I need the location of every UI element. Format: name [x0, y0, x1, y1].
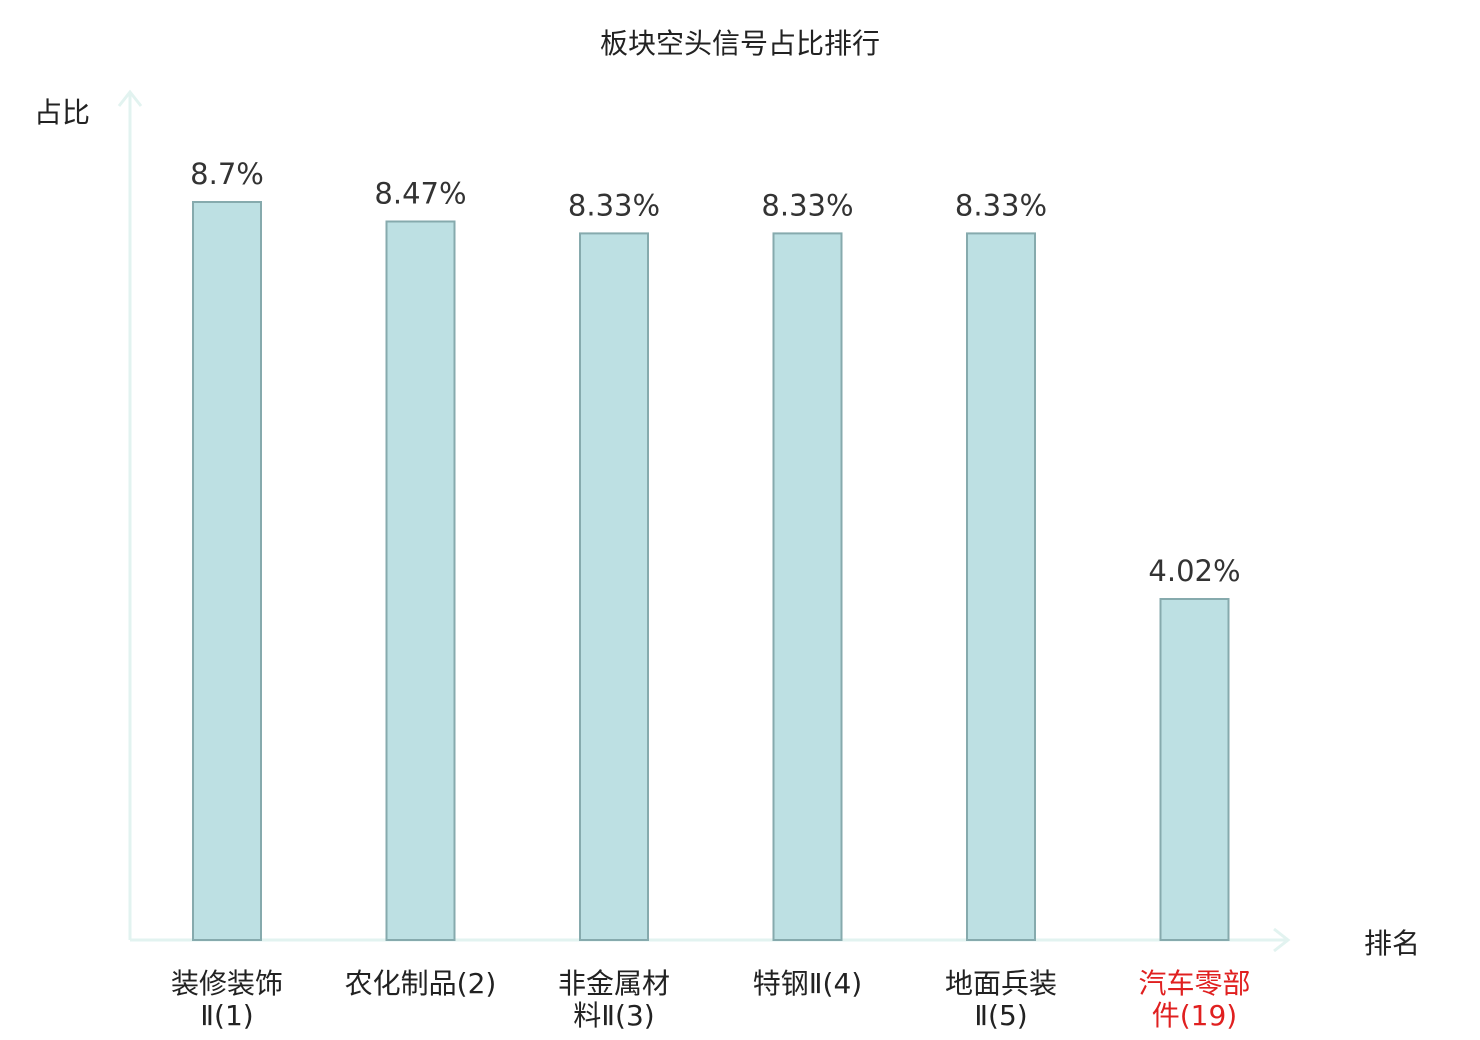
- value-label-1: 8.7%: [190, 157, 264, 191]
- value-label-4: 8.33%: [761, 188, 853, 222]
- value-label-3: 8.33%: [568, 188, 660, 222]
- bar-3: [579, 232, 649, 941]
- category-label-line: Ⅱ(5): [974, 999, 1027, 1032]
- category-labels-group: 装修装饰 Ⅱ(1) 农化制品(2) 非金属材料Ⅱ(3) 特钢Ⅱ(4) 地面兵装 Ⅱ(5) 汽车…: [171, 967, 1251, 1032]
- bar-4: [772, 232, 843, 941]
- category-label-line: 特钢Ⅱ(4): [753, 967, 862, 1000]
- category-label-6: 汽车零部件(19): [1138, 967, 1250, 1032]
- x-axis: [130, 927, 1291, 953]
- category-label-5: 地面兵装 Ⅱ(5): [945, 967, 1057, 1032]
- bar-2: [385, 220, 456, 941]
- bar-5: [966, 232, 1036, 941]
- category-label-1: 装修装饰 Ⅱ(1): [171, 967, 283, 1032]
- category-label-line: Ⅱ(1): [200, 999, 253, 1032]
- category-label-4: 特钢Ⅱ(4): [753, 967, 862, 1000]
- category-label-2: 农化制品(2): [345, 967, 497, 1000]
- category-label-line: 件(19): [1152, 999, 1237, 1032]
- category-label-line: 装修装饰: [171, 967, 283, 1000]
- y-axis-title: 占比: [34, 96, 90, 129]
- y-axis: [117, 89, 143, 940]
- x-axis-arrowhead: [1273, 927, 1291, 953]
- category-label-line: 非金属材: [558, 967, 670, 1000]
- bars-group: [192, 201, 1230, 941]
- category-label-line: 地面兵装: [945, 967, 1057, 1000]
- bar-6: [1159, 598, 1230, 941]
- chart-title: 板块空头信号占比排行: [600, 27, 880, 60]
- category-label-line: 农化制品(2): [345, 967, 497, 1000]
- category-label-line: 汽车零部: [1138, 967, 1250, 1000]
- value-label-5: 8.33%: [955, 188, 1047, 222]
- bar-1: [192, 201, 262, 941]
- category-label-3: 非金属材料Ⅱ(3): [558, 967, 670, 1032]
- value-labels-group: 8.7% 8.47% 8.33% 8.33% 8.33% 4.02%: [190, 157, 1240, 588]
- x-axis-title: 排名: [1364, 927, 1420, 960]
- value-label-2: 8.47%: [374, 177, 466, 211]
- value-label-6: 4.02%: [1148, 554, 1240, 588]
- category-label-line: 料Ⅱ(3): [573, 999, 654, 1032]
- y-axis-arrowhead: [117, 89, 143, 107]
